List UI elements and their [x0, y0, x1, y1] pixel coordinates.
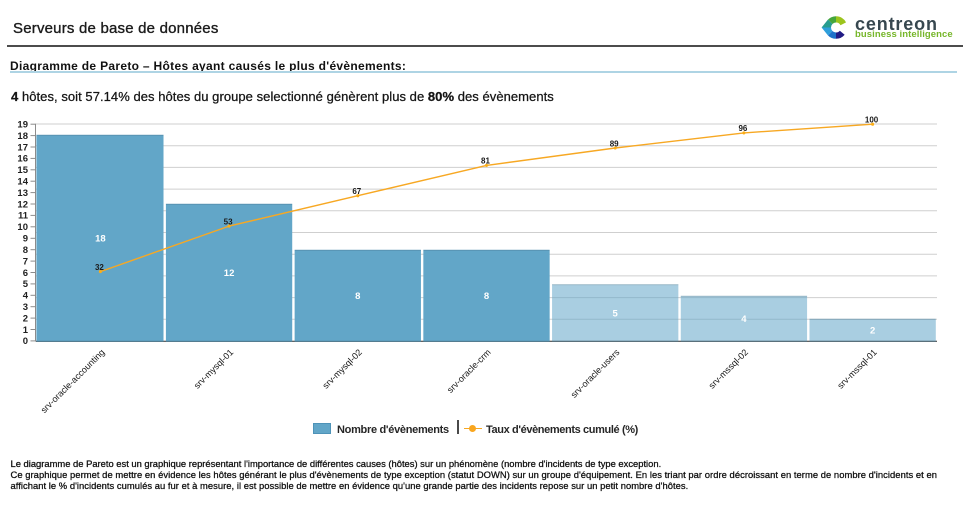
- svg-text:8: 8: [23, 245, 28, 256]
- svg-text:81: 81: [481, 157, 490, 166]
- svg-text:14: 14: [17, 177, 28, 188]
- svg-text:srv-mysql-02: srv-mysql-02: [321, 347, 364, 390]
- svg-text:18: 18: [95, 234, 106, 245]
- svg-text:53: 53: [224, 217, 233, 226]
- svg-text:srv-mysql-01: srv-mysql-01: [192, 347, 235, 390]
- svg-text:19: 19: [17, 120, 28, 131]
- svg-text:15: 15: [17, 165, 28, 176]
- svg-text:12: 12: [17, 199, 28, 210]
- svg-text:5: 5: [23, 279, 29, 290]
- svg-text:4: 4: [23, 291, 29, 302]
- svg-text:srv-mssql-01: srv-mssql-01: [835, 347, 878, 390]
- svg-text:100: 100: [865, 116, 879, 125]
- svg-text:13: 13: [17, 188, 28, 199]
- svg-text:srv-oracle-accounting: srv-oracle-accounting: [39, 347, 107, 415]
- svg-text:89: 89: [610, 139, 619, 148]
- svg-text:16: 16: [17, 154, 28, 165]
- svg-text:11: 11: [18, 211, 29, 222]
- svg-text:1: 1: [23, 325, 29, 336]
- svg-text:67: 67: [352, 187, 361, 196]
- svg-text:8: 8: [355, 291, 360, 302]
- svg-text:srv-oracle-users: srv-oracle-users: [569, 347, 622, 400]
- svg-text:18: 18: [17, 131, 28, 142]
- svg-text:6: 6: [23, 268, 28, 279]
- svg-text:4: 4: [741, 314, 747, 325]
- svg-text:7: 7: [23, 256, 28, 267]
- svg-text:12: 12: [224, 268, 235, 279]
- svg-text:9: 9: [23, 234, 28, 245]
- svg-text:0: 0: [23, 336, 28, 347]
- svg-text:2: 2: [23, 313, 28, 324]
- svg-text:10: 10: [17, 222, 28, 233]
- svg-text:srv-mssql-02: srv-mssql-02: [707, 347, 750, 390]
- svg-text:5: 5: [613, 308, 619, 319]
- svg-text:8: 8: [484, 291, 489, 302]
- svg-text:srv-oracle-crm: srv-oracle-crm: [445, 347, 493, 395]
- svg-text:96: 96: [738, 124, 747, 133]
- svg-text:2: 2: [870, 326, 875, 337]
- svg-text:17: 17: [17, 142, 28, 153]
- svg-text:32: 32: [95, 263, 104, 272]
- svg-text:3: 3: [23, 302, 28, 313]
